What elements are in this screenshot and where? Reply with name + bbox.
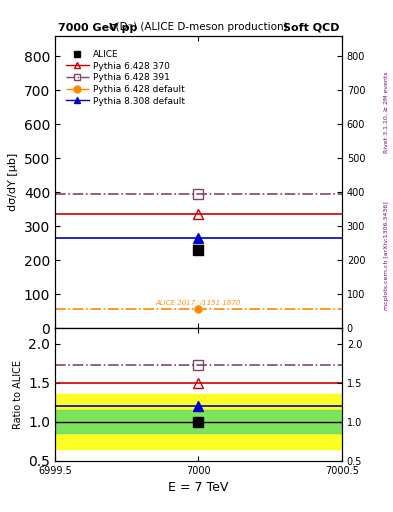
Legend: ALICE, Pythia 6.428 370, Pythia 6.428 391, Pythia 6.428 default, Pythia 8.308 de: ALICE, Pythia 6.428 370, Pythia 6.428 39… — [62, 46, 189, 109]
Y-axis label: Ratio to ALICE: Ratio to ALICE — [13, 360, 23, 429]
Text: mcplots.cern.ch [arXiv:1306.3436]: mcplots.cern.ch [arXiv:1306.3436] — [384, 202, 389, 310]
Text: Soft QCD: Soft QCD — [283, 23, 339, 33]
Y-axis label: dσ/dY [μb]: dσ/dY [μb] — [8, 153, 18, 211]
X-axis label: E = 7 TeV: E = 7 TeV — [168, 481, 229, 494]
Text: Rivet 3.1.10, ≥ 2M events: Rivet 3.1.10, ≥ 2M events — [384, 72, 389, 154]
Title: σ(D⁻) (ALICE D-meson production): σ(D⁻) (ALICE D-meson production) — [109, 23, 288, 32]
Bar — [55, 394, 342, 449]
Bar — [55, 410, 342, 434]
Text: 7000 GeV pp: 7000 GeV pp — [58, 23, 137, 33]
Text: ALICE 2017  /1151 1870: ALICE 2017 /1151 1870 — [156, 300, 241, 306]
